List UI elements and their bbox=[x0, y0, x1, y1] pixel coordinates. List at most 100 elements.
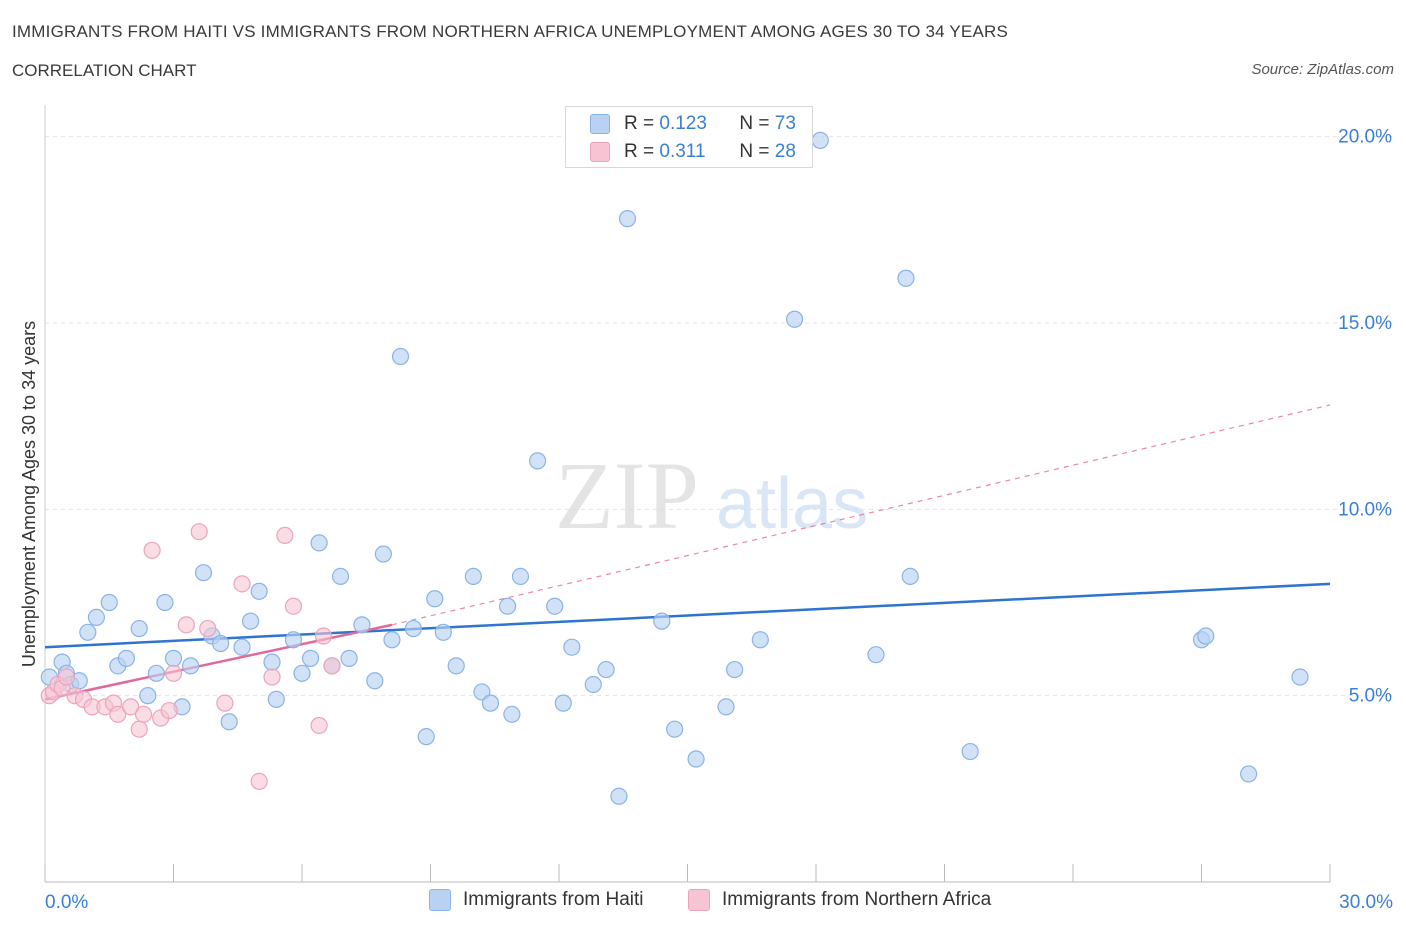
haiti-point bbox=[666, 720, 684, 738]
haiti-point bbox=[340, 649, 358, 667]
haiti-point bbox=[687, 750, 705, 768]
haiti-point bbox=[901, 567, 919, 586]
haiti-point bbox=[610, 787, 628, 805]
haiti-point bbox=[194, 564, 213, 582]
legend-r-label: R = bbox=[624, 113, 655, 134]
haiti-point bbox=[717, 698, 735, 716]
africa-point bbox=[160, 701, 178, 720]
africa-trend-line bbox=[44, 623, 393, 701]
series-legend: Immigrants from Haiti Immigrants from No… bbox=[0, 889, 1406, 915]
watermark-atlas: atlas bbox=[716, 464, 868, 544]
x-tick-label: 0.0% bbox=[45, 892, 88, 913]
haiti-point bbox=[597, 660, 615, 679]
haiti-point bbox=[961, 742, 979, 761]
haiti-point bbox=[1197, 627, 1215, 645]
haiti-point bbox=[546, 597, 564, 615]
haiti-point bbox=[366, 672, 384, 690]
haiti-point bbox=[653, 612, 671, 630]
legend-n-value-africa: 28 bbox=[774, 141, 796, 162]
haiti-point bbox=[331, 567, 350, 586]
x-tick-label: 30.0% bbox=[1339, 892, 1393, 913]
legend-row-africa: R = 0.311 N = 28 bbox=[590, 141, 796, 163]
source-note: Source: ZipAtlas.com bbox=[1251, 61, 1394, 78]
haiti-point bbox=[310, 534, 328, 552]
y-tick-label: 10.0% bbox=[1338, 499, 1392, 520]
africa-swatch bbox=[590, 142, 610, 162]
africa-point bbox=[216, 694, 234, 712]
haiti-point bbox=[618, 210, 637, 228]
africa-point bbox=[233, 575, 251, 593]
africa-point bbox=[250, 772, 268, 790]
y-tick-label: 15.0% bbox=[1338, 313, 1392, 334]
y-tick-label: 20.0% bbox=[1338, 127, 1392, 148]
legend-r-label: R = bbox=[624, 141, 655, 162]
africa-point bbox=[143, 541, 161, 559]
haiti-point bbox=[417, 728, 435, 746]
africa-legend-swatch bbox=[688, 889, 710, 911]
haiti-point bbox=[87, 608, 106, 626]
haiti-point bbox=[426, 590, 444, 608]
africa-point bbox=[314, 627, 333, 645]
chart-title: IMMIGRANTS FROM HAITI VS IMMIGRANTS FROM… bbox=[12, 22, 1009, 41]
africa-point bbox=[323, 657, 341, 675]
haiti-point bbox=[233, 638, 251, 656]
legend-n-label: N = bbox=[739, 113, 770, 134]
y-axis-label: Unemployment Among Ages 30 to 34 years bbox=[19, 321, 39, 667]
haiti-point bbox=[1291, 668, 1309, 686]
legend-r-value-haiti: 0.123 bbox=[659, 113, 707, 134]
haiti-point bbox=[383, 631, 401, 649]
haiti-point bbox=[220, 713, 238, 731]
haiti-point bbox=[434, 623, 452, 641]
axes bbox=[44, 105, 1331, 883]
africa-point bbox=[263, 668, 281, 686]
haiti-point bbox=[267, 690, 285, 708]
haiti-point bbox=[156, 593, 174, 612]
haiti-point bbox=[584, 675, 602, 694]
africa-point bbox=[57, 668, 76, 686]
haiti-point bbox=[511, 567, 530, 586]
africa-point bbox=[199, 619, 217, 638]
haiti-point bbox=[242, 612, 260, 630]
africa-point bbox=[190, 523, 208, 541]
haiti-swatch bbox=[590, 114, 610, 134]
watermark: ZIP atlas bbox=[555, 442, 868, 549]
haiti-point bbox=[250, 582, 268, 600]
africa-point bbox=[276, 526, 294, 545]
haiti-point bbox=[867, 646, 885, 664]
haiti-point bbox=[79, 623, 97, 641]
haiti-point bbox=[751, 631, 769, 649]
africa-point bbox=[310, 716, 328, 735]
haiti-point bbox=[563, 638, 581, 656]
haiti-point bbox=[301, 649, 320, 667]
tick-labels: 5.0% 10.0% 15.0% 20.0% 0.0% 30.0% bbox=[45, 127, 1393, 913]
legend-item-africa[interactable]: Immigrants from Northern Africa bbox=[688, 889, 991, 911]
haiti-point bbox=[391, 347, 410, 366]
haiti-point bbox=[130, 619, 148, 638]
haiti-point bbox=[182, 657, 200, 675]
haiti-point bbox=[139, 687, 157, 705]
haiti-point bbox=[353, 616, 371, 634]
haiti-point bbox=[464, 567, 482, 586]
haiti-point bbox=[554, 694, 572, 712]
grid-lines bbox=[45, 136, 1392, 697]
haiti-point bbox=[897, 269, 915, 287]
haiti-point bbox=[263, 653, 281, 671]
y-tick-label: 5.0% bbox=[1349, 686, 1392, 707]
haiti-trend-line bbox=[44, 582, 1331, 649]
legend-label-haiti: Immigrants from Haiti bbox=[463, 889, 644, 910]
legend-item-haiti[interactable]: Immigrants from Haiti bbox=[429, 889, 644, 911]
africa-point bbox=[134, 705, 153, 723]
haiti-legend-swatch bbox=[429, 889, 451, 911]
haiti-point bbox=[499, 597, 517, 615]
legend-r-value-africa: 0.311 bbox=[659, 141, 706, 162]
haiti-point bbox=[503, 705, 521, 723]
haiti-point bbox=[726, 660, 744, 679]
haiti-point bbox=[164, 649, 183, 667]
legend-label-africa: Immigrants from Northern Africa bbox=[722, 889, 992, 910]
trend-lines bbox=[44, 404, 1331, 701]
africa-point bbox=[164, 664, 183, 682]
legend-n-label: N = bbox=[739, 141, 770, 162]
africa-point bbox=[177, 616, 195, 634]
haiti-point bbox=[100, 593, 118, 612]
chart-subtitle: CORRELATION CHART bbox=[12, 61, 197, 80]
